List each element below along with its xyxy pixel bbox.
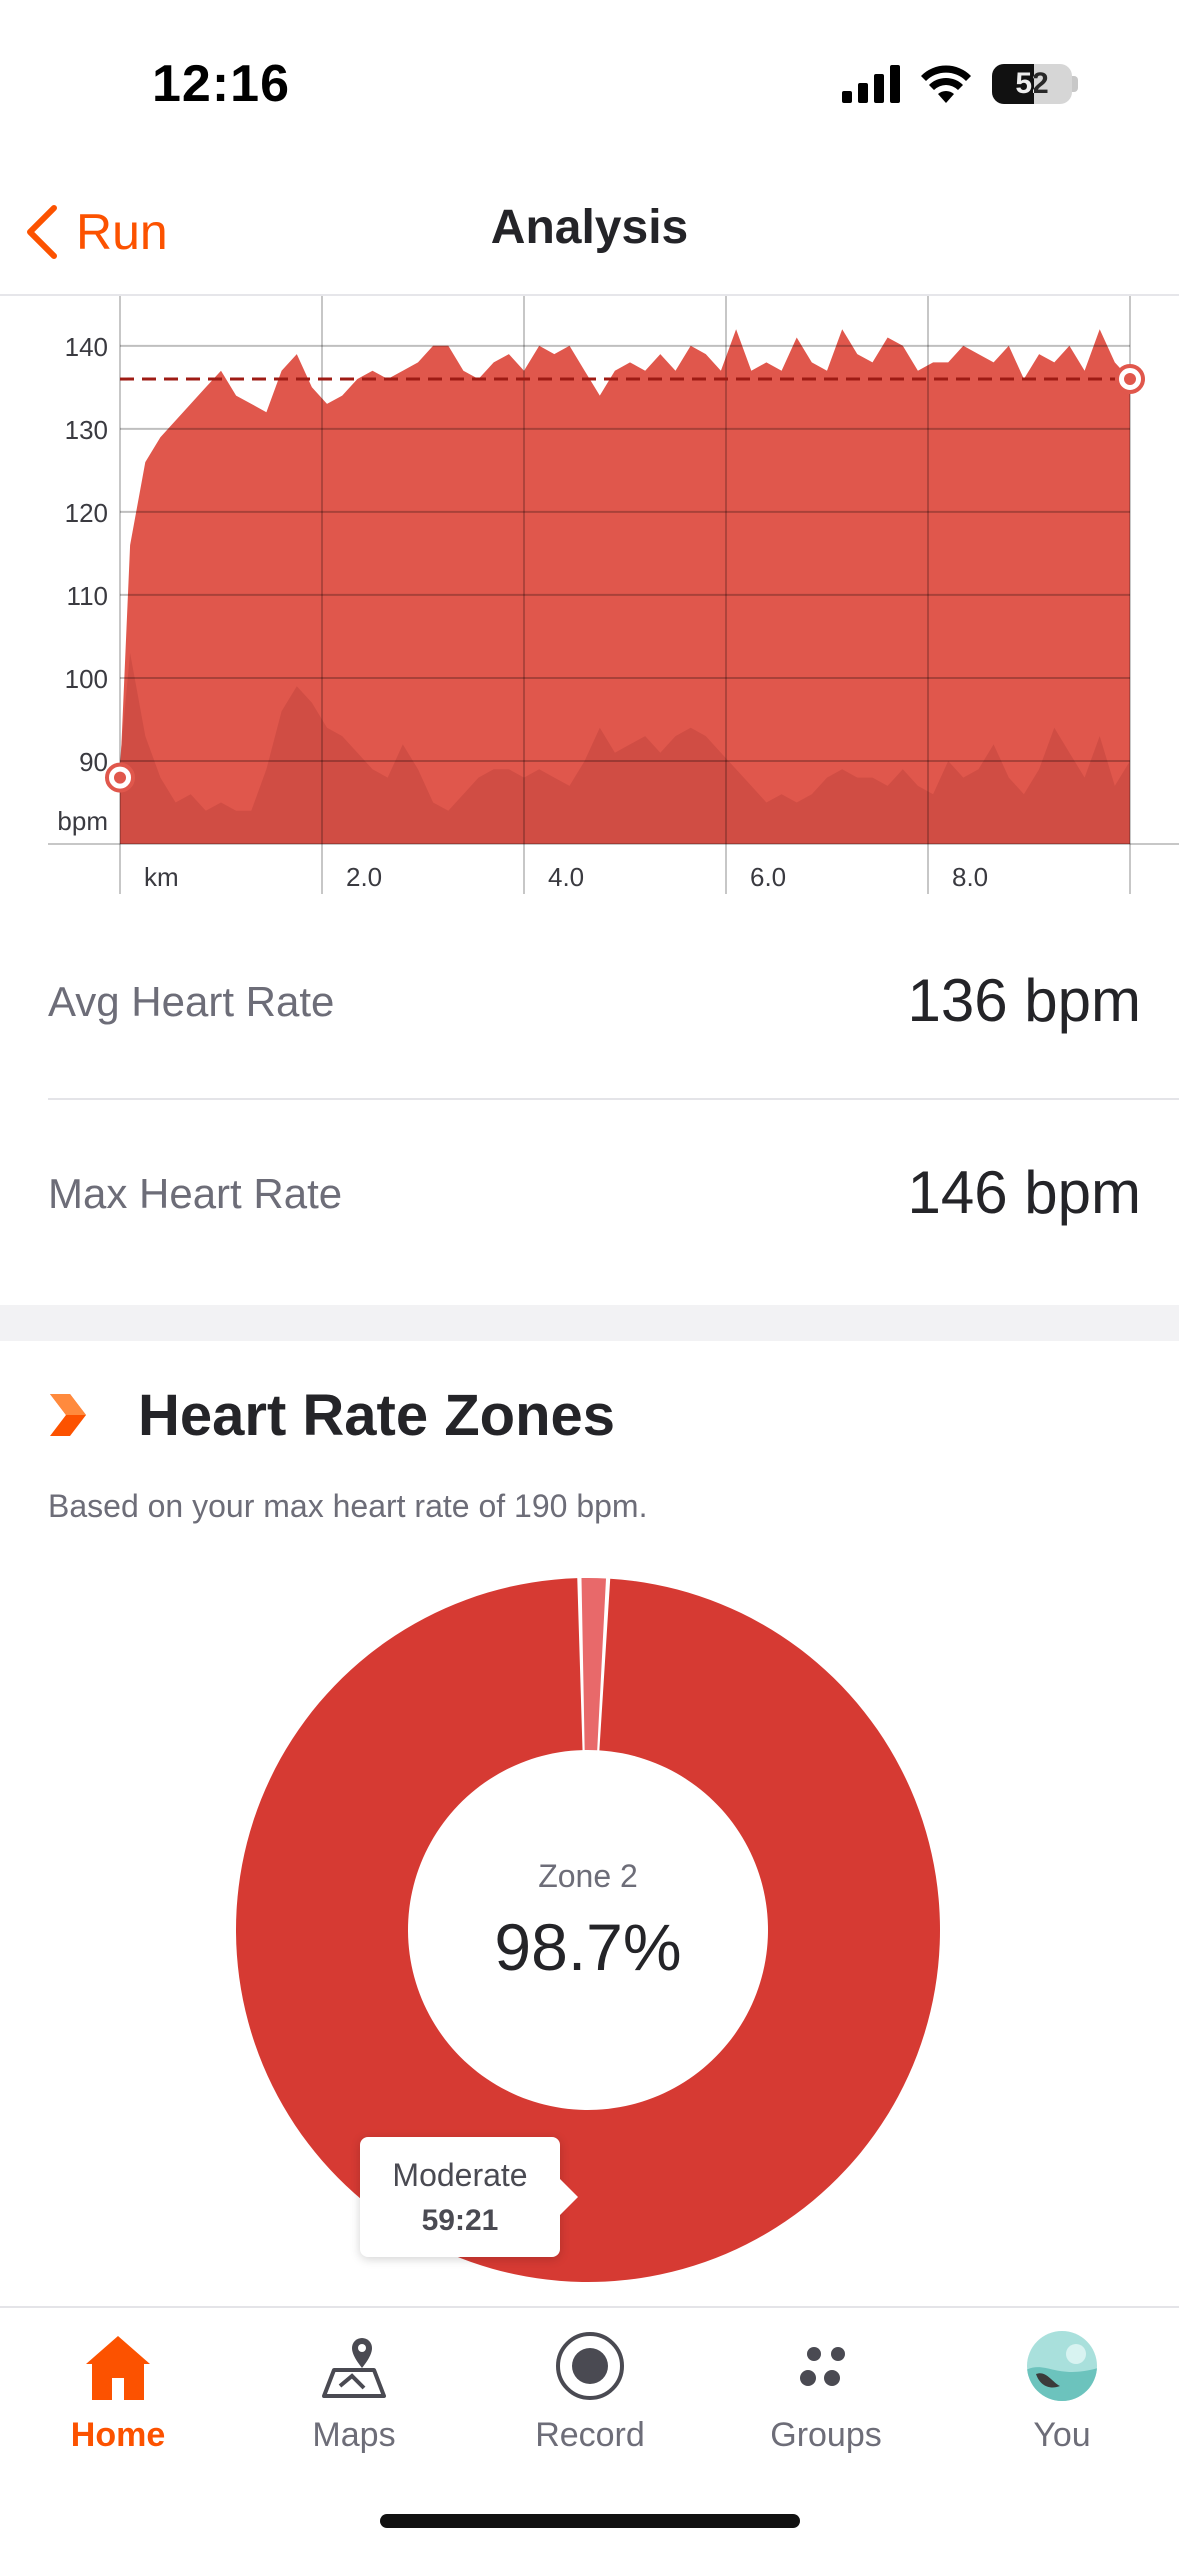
y-tick-label: 140 <box>65 332 108 362</box>
heart-rate-area <box>120 329 1130 844</box>
y-tick-label: 120 <box>65 498 108 528</box>
chart-end-marker-dot <box>1124 373 1136 386</box>
heart-rate-chart[interactable]: 90 100 110 120 130 140 bpm km 2.0 4.0 6.0 8.0 <box>0 296 1179 896</box>
tab-maps[interactable]: Maps <box>236 2308 472 2458</box>
tab-home[interactable]: Home <box>0 2308 236 2458</box>
avatar <box>1027 2331 1097 2401</box>
tab-record-label: Record <box>535 2416 645 2454</box>
avg-heart-rate-label: Avg Heart Rate <box>48 978 335 1025</box>
home-indicator <box>380 2514 800 2528</box>
center-zone-percent: 98.7% <box>494 1910 682 1984</box>
y-tick-label: 90 <box>79 747 108 777</box>
heart-rate-chart-svg: 90 100 110 120 130 140 bpm km 2.0 4.0 6.0 8.0 <box>48 296 1179 894</box>
home-icon <box>86 2336 150 2400</box>
avg-heart-rate-value: 136 bpm <box>907 967 1142 1034</box>
max-heart-rate-label: Max Heart Rate <box>48 1170 343 1217</box>
chevron-right-icon <box>50 1394 86 1436</box>
status-time: 12:16 <box>152 55 290 113</box>
battery-indicator: 52 <box>992 64 1078 104</box>
max-heart-rate-value: 146 bpm <box>907 1159 1142 1226</box>
zone-tooltip: Moderate 59:21 <box>360 2137 578 2257</box>
heart-rate-min-area <box>120 653 1130 844</box>
tab-groups[interactable]: Groups <box>708 2308 944 2458</box>
y-tick-label: 100 <box>65 664 108 694</box>
tab-you[interactable]: You <box>944 2308 1179 2458</box>
section-divider <box>0 1305 1179 1341</box>
chart-start-marker-dot <box>114 771 126 784</box>
zones-donut-svg <box>236 1578 941 2282</box>
avg-heart-rate-row: Avg Heart Rate 136 bpm <box>48 908 1179 1100</box>
tab-record[interactable]: Record <box>472 2308 708 2458</box>
tab-you-label: You <box>1033 2416 1091 2454</box>
nav-header: Run Analysis <box>0 170 1179 296</box>
tooltip-value: 59:21 <box>421 2204 499 2237</box>
max-heart-rate-row: Max Heart Rate 146 bpm <box>48 1100 1179 1290</box>
chevron-left-icon <box>27 205 57 259</box>
x-tick-label: km <box>144 862 179 892</box>
y-unit-label: bpm <box>57 806 108 836</box>
battery-icon: 52 <box>992 64 1072 104</box>
zones-donut-chart[interactable]: Zone 2 98.7% <box>228 1570 948 2290</box>
record-icon <box>556 2332 624 2400</box>
status-icons: 52 <box>842 62 1078 106</box>
zones-header: Heart Rate Zones <box>48 1370 615 1460</box>
y-tick-label: 110 <box>67 581 108 611</box>
battery-percent: 52 <box>1015 67 1049 100</box>
maps-icon <box>322 2338 386 2398</box>
tab-groups-label: Groups <box>770 2416 882 2454</box>
x-tick-label: 4.0 <box>548 862 584 892</box>
tab-maps-label: Maps <box>312 2416 396 2454</box>
zones-subtitle: Based on your max heart rate of 190 bpm. <box>48 1488 648 1524</box>
page-title: Analysis <box>490 201 689 254</box>
tooltip-label: Moderate <box>392 2157 528 2193</box>
x-tick-label: 8.0 <box>952 862 988 892</box>
donut-slice[interactable] <box>236 1578 941 2282</box>
back-label: Run <box>76 204 168 260</box>
donut-slice[interactable] <box>581 1578 607 1751</box>
wifi-icon <box>921 65 971 103</box>
back-button[interactable]: Run <box>22 192 168 272</box>
tab-home-label: Home <box>70 2416 166 2454</box>
cellular-signal-icon <box>842 65 900 103</box>
donut-center: Zone 2 98.7% <box>228 1858 948 1985</box>
status-bar: 12:16 52 <box>0 0 1179 170</box>
zones-title: Heart Rate Zones <box>138 1382 616 1448</box>
groups-icon <box>800 2347 845 2386</box>
y-tick-label: 130 <box>65 415 108 445</box>
x-tick-label: 6.0 <box>750 862 786 892</box>
x-tick-label: 2.0 <box>346 862 382 892</box>
center-zone-name: Zone 2 <box>538 1858 638 1894</box>
